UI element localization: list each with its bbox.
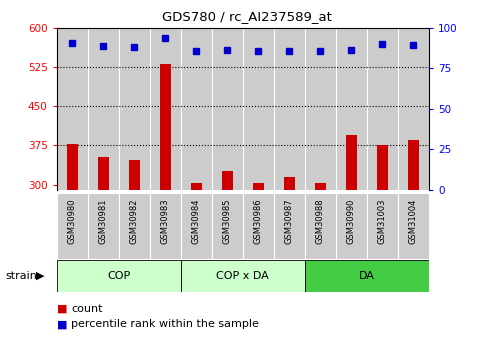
Bar <box>305 260 429 292</box>
Bar <box>408 140 419 190</box>
Bar <box>274 28 305 190</box>
Text: ▶: ▶ <box>35 271 44 281</box>
Bar <box>253 184 264 190</box>
Bar <box>377 145 388 190</box>
Bar <box>57 28 88 190</box>
Bar <box>212 28 243 190</box>
Bar <box>398 193 429 259</box>
Text: GSM31004: GSM31004 <box>409 198 418 244</box>
Bar <box>57 260 181 292</box>
Bar <box>305 193 336 259</box>
Text: GSM30985: GSM30985 <box>223 198 232 244</box>
Text: GSM30981: GSM30981 <box>99 198 108 244</box>
Bar <box>150 28 181 190</box>
Bar <box>181 28 212 190</box>
Text: GSM30982: GSM30982 <box>130 198 139 244</box>
Bar <box>336 28 367 190</box>
Bar <box>119 28 150 190</box>
Bar <box>160 64 171 190</box>
Text: GSM30990: GSM30990 <box>347 198 356 244</box>
Bar <box>57 193 88 259</box>
Bar <box>222 171 233 190</box>
Bar <box>67 144 77 190</box>
Bar <box>346 135 357 190</box>
Bar <box>367 193 398 259</box>
Bar <box>191 183 202 190</box>
Bar <box>98 157 108 190</box>
Bar <box>150 193 181 259</box>
Text: GSM30987: GSM30987 <box>285 198 294 244</box>
Bar <box>88 193 119 259</box>
Bar <box>367 28 398 190</box>
Text: COP: COP <box>107 271 130 281</box>
Text: GSM30980: GSM30980 <box>68 198 77 244</box>
Bar <box>88 28 119 190</box>
Bar <box>181 193 212 259</box>
Bar <box>119 193 150 259</box>
Bar <box>305 28 336 190</box>
Bar <box>243 193 274 259</box>
Bar <box>243 28 274 190</box>
Text: ■: ■ <box>57 304 67 314</box>
Bar <box>274 193 305 259</box>
Bar <box>129 160 140 190</box>
Bar <box>315 184 326 190</box>
Text: GSM30984: GSM30984 <box>192 198 201 244</box>
Text: GDS780 / rc_AI237589_at: GDS780 / rc_AI237589_at <box>162 10 331 23</box>
Text: GSM30988: GSM30988 <box>316 198 325 244</box>
Bar <box>284 177 295 190</box>
Text: DA: DA <box>359 271 375 281</box>
Text: ■: ■ <box>57 319 67 329</box>
Text: strain: strain <box>5 271 37 281</box>
Text: GSM30983: GSM30983 <box>161 198 170 244</box>
Text: percentile rank within the sample: percentile rank within the sample <box>71 319 259 329</box>
Bar <box>398 28 429 190</box>
Text: GSM30986: GSM30986 <box>254 198 263 244</box>
Text: GSM31003: GSM31003 <box>378 198 387 244</box>
Bar <box>212 193 243 259</box>
Text: COP x DA: COP x DA <box>216 271 269 281</box>
Bar <box>336 193 367 259</box>
Bar <box>181 260 305 292</box>
Text: count: count <box>71 304 103 314</box>
